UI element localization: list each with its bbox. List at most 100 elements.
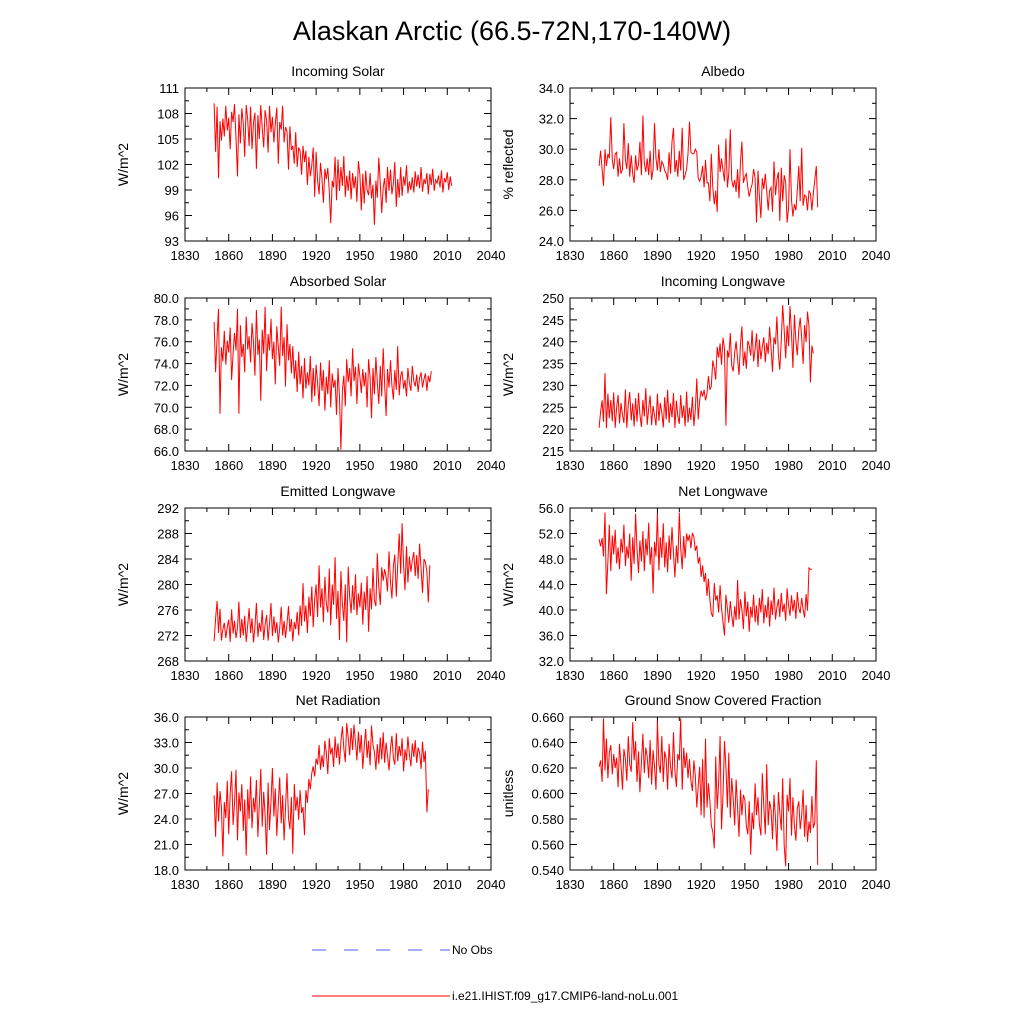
x-tick-label: 1950 bbox=[345, 877, 374, 892]
y-tick-label: 0.580 bbox=[531, 812, 564, 827]
y-tick-label: 33.0 bbox=[154, 736, 179, 751]
y-tick-label: 76.0 bbox=[154, 335, 179, 350]
x-tick-label: 1980 bbox=[774, 458, 803, 473]
series-line bbox=[598, 115, 819, 223]
panel-title: Albedo bbox=[701, 63, 745, 79]
y-tick-label: 230 bbox=[542, 378, 564, 393]
panel-title: Net Radiation bbox=[296, 692, 381, 708]
y-tick-label: 240 bbox=[542, 335, 564, 350]
y-tick-label: 0.540 bbox=[531, 863, 564, 878]
y-tick-label: 99 bbox=[165, 183, 179, 198]
y-tick-label: 93 bbox=[165, 234, 179, 249]
y-tick-label: 108 bbox=[157, 107, 179, 122]
y-tick-label: 32.0 bbox=[539, 112, 564, 127]
y-tick-label: 272 bbox=[157, 629, 179, 644]
panel-title: Net Longwave bbox=[678, 483, 768, 499]
panel-7: Net Radiation 1830 1860 1890 1920 1950 1980 201… bbox=[115, 692, 505, 892]
series-line bbox=[598, 718, 819, 867]
x-tick-label: 1920 bbox=[302, 877, 331, 892]
x-tick-label: 1950 bbox=[345, 248, 374, 263]
x-tick-label: 1890 bbox=[258, 668, 287, 683]
y-tick-label: 220 bbox=[542, 422, 564, 437]
x-tick-label: 1860 bbox=[599, 668, 628, 683]
y-tick-label: 40.0 bbox=[539, 603, 564, 618]
y-tick-label: 215 bbox=[542, 444, 564, 459]
y-tick-label: 245 bbox=[542, 313, 564, 328]
panel-4: Incoming Longwave 1830 1860 1890 1920 1950 198… bbox=[500, 273, 890, 473]
x-tick-label: 2040 bbox=[862, 248, 891, 263]
panel-title: Incoming Longwave bbox=[661, 273, 786, 289]
x-tick-label: 1860 bbox=[599, 877, 628, 892]
y-tick-label: 48.0 bbox=[539, 552, 564, 567]
y-axis-label: W/m^2 bbox=[500, 563, 516, 606]
legend: No Obs i.e21.IHIST.f09_g17.CMIP6-land-no… bbox=[312, 943, 678, 1003]
x-tick-label: 2010 bbox=[818, 248, 847, 263]
x-tick-label: 1980 bbox=[389, 458, 418, 473]
x-tick-label: 1890 bbox=[643, 877, 672, 892]
x-tick-label: 1950 bbox=[730, 248, 759, 263]
legend-label-no-obs: No Obs bbox=[452, 943, 493, 957]
y-tick-label: 27.0 bbox=[154, 787, 179, 802]
x-tick-label: 2040 bbox=[862, 877, 891, 892]
series-line bbox=[598, 304, 814, 429]
x-tick-label: 2040 bbox=[477, 248, 506, 263]
plot-frame bbox=[569, 87, 877, 242]
y-tick-label: 24.0 bbox=[539, 234, 564, 249]
x-tick-label: 2010 bbox=[433, 458, 462, 473]
y-tick-label: 52.0 bbox=[539, 527, 564, 542]
y-tick-label: 105 bbox=[157, 132, 179, 147]
x-tick-label: 1860 bbox=[214, 668, 243, 683]
x-tick-label: 1950 bbox=[345, 668, 374, 683]
series-line bbox=[213, 523, 431, 643]
x-tick-label: 1830 bbox=[171, 668, 200, 683]
x-tick-label: 1830 bbox=[556, 248, 585, 263]
y-tick-label: 102 bbox=[157, 158, 179, 173]
y-axis-label: W/m^2 bbox=[115, 772, 131, 815]
x-tick-label: 2040 bbox=[477, 668, 506, 683]
y-tick-label: 284 bbox=[157, 552, 179, 567]
y-tick-label: 78.0 bbox=[154, 313, 179, 328]
x-tick-label: 2010 bbox=[433, 248, 462, 263]
y-tick-label: 250 bbox=[542, 291, 564, 306]
y-tick-label: 68.0 bbox=[154, 422, 179, 437]
y-tick-label: 74.0 bbox=[154, 357, 179, 372]
y-tick-label: 280 bbox=[157, 578, 179, 593]
x-tick-label: 1860 bbox=[214, 458, 243, 473]
y-tick-label: 30.0 bbox=[154, 761, 179, 776]
x-tick-label: 1890 bbox=[258, 248, 287, 263]
x-tick-label: 1860 bbox=[214, 877, 243, 892]
y-tick-label: 32.0 bbox=[539, 654, 564, 669]
panel-3: Absorbed Solar 1830 1860 1890 1920 1950 1980 20… bbox=[115, 273, 505, 473]
y-tick-label: 80.0 bbox=[154, 291, 179, 306]
x-tick-label: 1890 bbox=[643, 668, 672, 683]
x-tick-label: 1860 bbox=[214, 248, 243, 263]
y-tick-label: 0.620 bbox=[531, 761, 564, 776]
x-tick-label: 1890 bbox=[643, 248, 672, 263]
x-tick-label: 2040 bbox=[477, 877, 506, 892]
x-tick-label: 1920 bbox=[687, 248, 716, 263]
x-tick-label: 1830 bbox=[171, 877, 200, 892]
y-tick-label: 96 bbox=[165, 209, 179, 224]
y-tick-label: 111 bbox=[159, 81, 179, 96]
y-tick-label: 24.0 bbox=[154, 812, 179, 827]
y-axis-label: W/m^2 bbox=[115, 143, 131, 186]
x-tick-label: 1830 bbox=[556, 668, 585, 683]
panel-title: Ground Snow Covered Fraction bbox=[625, 692, 822, 708]
x-tick-label: 2010 bbox=[818, 668, 847, 683]
y-tick-label: 70.0 bbox=[154, 400, 179, 415]
plot-frame bbox=[569, 507, 877, 662]
x-tick-label: 1890 bbox=[258, 877, 287, 892]
y-tick-label: 56.0 bbox=[539, 501, 564, 516]
x-tick-label: 2040 bbox=[477, 458, 506, 473]
y-tick-label: 0.600 bbox=[531, 787, 564, 802]
y-tick-label: 268 bbox=[157, 654, 179, 669]
x-tick-label: 1950 bbox=[730, 668, 759, 683]
x-tick-label: 2040 bbox=[862, 458, 891, 473]
x-tick-label: 1920 bbox=[302, 668, 331, 683]
x-tick-label: 1830 bbox=[171, 248, 200, 263]
x-tick-label: 1920 bbox=[687, 877, 716, 892]
panel-title: Incoming Solar bbox=[291, 63, 385, 79]
legend-label-model: i.e21.IHIST.f09_g17.CMIP6-land-noLu.001 bbox=[452, 989, 678, 1003]
y-axis-label: unitless bbox=[500, 770, 516, 817]
x-tick-label: 1830 bbox=[556, 877, 585, 892]
